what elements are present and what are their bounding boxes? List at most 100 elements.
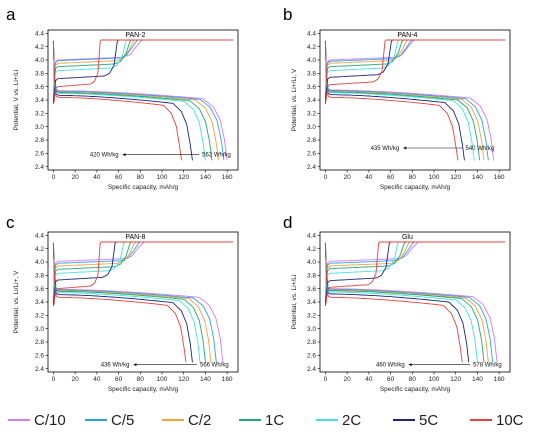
- discharge-curve-1C: [324, 40, 481, 161]
- charge-curve-1C: [324, 241, 506, 306]
- panel-title: PAN-4: [397, 32, 417, 39]
- y-tick-label: 4.4: [307, 31, 316, 38]
- x-tick-label: 80: [137, 174, 145, 181]
- charge-curve-C-2: [52, 39, 234, 104]
- y-tick-label: 3.0: [307, 124, 316, 131]
- x-tick-label: 100: [429, 376, 440, 383]
- y-tick-label: 3.6: [307, 286, 316, 293]
- charge-curve-C-2: [324, 39, 506, 104]
- energy-density-low-label: 436 Wh/kg: [101, 363, 130, 369]
- discharge-curve-2C: [324, 40, 475, 161]
- discharge-curve-C-5: [52, 242, 217, 363]
- discharge-curve-10C: [52, 40, 182, 161]
- legend-label: C/2: [188, 412, 211, 429]
- legend: C/10 C/5 C/2 1C 2C 5C 10C: [8, 412, 524, 429]
- y-tick-label: 2.4: [307, 366, 316, 373]
- x-tick-label: 40: [365, 376, 373, 383]
- x-tick-label: 160: [494, 376, 505, 383]
- charge-curve-C-5: [52, 241, 234, 306]
- y-tick-label: 2.8: [35, 339, 44, 346]
- x-tick-label: 0: [324, 174, 328, 181]
- discharge-curve-10C: [324, 40, 459, 161]
- arrow-head-icon: [403, 146, 407, 150]
- discharge-curve-C-2: [52, 40, 219, 161]
- discharge-curve-1C: [52, 40, 213, 161]
- panel-title: PAN-8: [125, 234, 145, 241]
- chart-panel-d: 0 20 40 60 80 100 120 140 160 2.4 2.6 2.8 3.0 3.2 3.4 3…: [283, 213, 511, 393]
- y-axis-title: Potential, V vs. Li+/Li: [13, 70, 20, 131]
- chart-panel-b: 0 20 40 60 80 100 120 140 160 2.4 2.6 2.8 3.0 3.2 3.4 3…: [283, 5, 511, 191]
- panel-letter: b: [283, 5, 292, 24]
- y-tick-label: 4.0: [307, 259, 316, 266]
- charge-curve-C-2: [52, 241, 234, 306]
- panel-title: Glu: [402, 234, 413, 241]
- x-tick-label: 100: [157, 174, 168, 181]
- x-tick-label: 0: [52, 174, 56, 181]
- series-group: [52, 39, 234, 161]
- discharge-curve-C-2: [324, 40, 485, 161]
- panels: 0 20 40 60 80 100 120 140 160 2.4 2.6 2.8 3.0 3.2 3.4 3…: [6, 5, 511, 393]
- charge-curve-10C: [324, 241, 506, 306]
- discharge-curve-1C: [52, 242, 206, 363]
- y-tick-label: 3.8: [35, 71, 44, 78]
- x-tick-label: 140: [472, 376, 483, 383]
- x-tick-label: 120: [178, 174, 189, 181]
- charge-curve-C-10: [52, 241, 234, 306]
- chart-panel-c: 0 20 40 60 80 100 120 140 160 2.4 2.6 2.8 3.0 3.2 3.4 3…: [6, 213, 239, 393]
- legend-label: 1C: [265, 412, 284, 429]
- charge-curve-2C: [324, 241, 506, 306]
- y-tick-label: 4.0: [35, 259, 44, 266]
- y-tick-label: 3.0: [35, 326, 44, 333]
- chart-panel-a: 0 20 40 60 80 100 120 140 160 2.4 2.6 2.8 3.0 3.2 3.4 3…: [6, 5, 239, 191]
- x-tick-label: 60: [115, 376, 123, 383]
- discharge-curve-C-5: [324, 242, 494, 363]
- energy-density-low-label: 435 Wh/kg: [371, 146, 400, 152]
- discharge-curve-5C: [324, 40, 465, 161]
- x-tick-label: 40: [93, 376, 101, 383]
- y-tick-label: 3.4: [307, 299, 316, 306]
- discharge-curve-5C: [324, 242, 470, 363]
- arrow-head-icon: [408, 363, 412, 367]
- legend-label: 5C: [419, 412, 438, 429]
- panel-title: PAN-2: [125, 32, 145, 39]
- y-tick-label: 3.6: [307, 84, 316, 91]
- discharge-curve-2C: [324, 242, 478, 363]
- energy-density-low-label: 420 Wh/kg: [90, 153, 119, 159]
- x-axis-title: Specific capacity, mAh/g: [380, 386, 451, 393]
- y-tick-label: 3.6: [35, 286, 44, 293]
- y-tick-label: 3.4: [35, 97, 44, 104]
- y-tick-label: 4.2: [307, 44, 316, 51]
- arrow-head-icon: [133, 363, 137, 367]
- legend-label: C/5: [111, 412, 134, 429]
- y-tick-label: 3.2: [35, 313, 44, 320]
- y-axis-title: Potential, vs. Li/Li+, V: [13, 270, 20, 333]
- x-tick-label: 60: [115, 174, 123, 181]
- y-tick-label: 3.2: [307, 111, 316, 118]
- series-group: [52, 241, 234, 363]
- x-tick-label: 100: [157, 376, 168, 383]
- x-tick-label: 120: [178, 376, 189, 383]
- x-tick-label: 60: [387, 376, 395, 383]
- energy-density-low-label: 460 Wh/kg: [376, 363, 405, 369]
- x-tick-label: 80: [137, 376, 145, 383]
- x-tick-label: 0: [52, 376, 56, 383]
- charge-curve-C-2: [324, 241, 506, 306]
- charge-curve-5C: [52, 241, 234, 306]
- discharge-curve-C-10: [52, 242, 224, 363]
- legend-label: C/10: [34, 412, 66, 429]
- discharge-curve-C-5: [324, 40, 489, 161]
- y-tick-label: 3.0: [307, 326, 316, 333]
- discharge-curve-C-2: [324, 242, 489, 363]
- energy-density-high-label: 566 Wh/kg: [200, 363, 229, 369]
- x-tick-label: 140: [200, 376, 211, 383]
- y-tick-label: 3.2: [307, 313, 316, 320]
- y-tick-label: 3.8: [307, 71, 316, 78]
- energy-density-high-label: 578 Wh/kg: [473, 363, 502, 369]
- y-tick-label: 2.4: [35, 164, 44, 171]
- discharge-curve-1C: [324, 242, 485, 363]
- y-tick-label: 2.8: [35, 137, 44, 144]
- series-group: [324, 241, 506, 363]
- y-tick-label: 3.4: [307, 97, 316, 104]
- discharge-curve-10C: [324, 242, 463, 363]
- x-tick-label: 140: [200, 174, 211, 181]
